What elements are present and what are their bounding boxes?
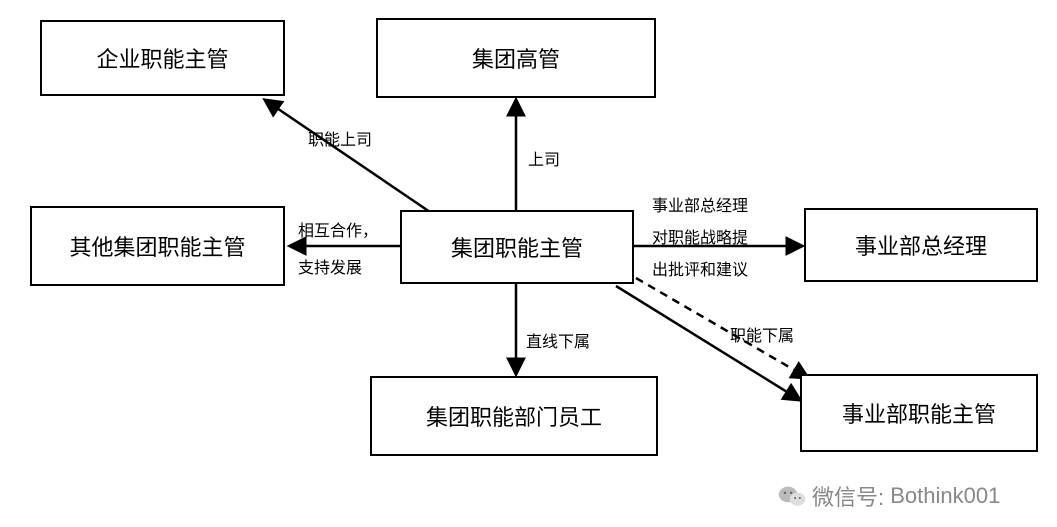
watermark: 微信号: Bothink001 xyxy=(778,480,1000,512)
edge-label-to-other-1: 相互合作， xyxy=(298,221,378,243)
edge-label-to-other-2: 支持发展 xyxy=(298,258,362,280)
node-group-func-staff: 集团职能部门员工 xyxy=(370,376,658,456)
node-label: 事业部职能主管 xyxy=(842,397,996,429)
node-label: 其他集团职能主管 xyxy=(69,230,245,262)
edge-label-to-bu-func: 职能下属 xyxy=(730,326,794,348)
node-label: 集团职能主管 xyxy=(451,231,583,263)
wechat-icon xyxy=(778,484,806,508)
watermark-prefix: 微信号: xyxy=(812,480,884,512)
node-enterprise-func-mgr: 企业职能主管 xyxy=(40,20,285,96)
edge-to-enterprise xyxy=(265,100,430,212)
edge-label-to-gm-1: 事业部总经理 xyxy=(652,196,748,218)
node-label: 企业职能主管 xyxy=(96,42,228,74)
node-label: 事业部总经理 xyxy=(855,229,987,261)
node-other-group-func-mgr: 其他集团职能主管 xyxy=(30,206,285,286)
watermark-id: Bothink001 xyxy=(890,483,1000,509)
node-group-func-mgr: 集团职能主管 xyxy=(400,210,634,284)
node-group-exec: 集团高管 xyxy=(376,18,656,98)
node-biz-unit-gm: 事业部总经理 xyxy=(804,208,1038,282)
node-label: 集团高管 xyxy=(472,42,560,74)
edge-label-to-exec: 上司 xyxy=(528,150,560,172)
edge-label-to-gm-3: 出批评和建议 xyxy=(652,260,748,282)
edge-label-to-staff: 直线下属 xyxy=(526,332,590,354)
edge-label-to-enterprise: 职能上司 xyxy=(308,130,372,152)
node-biz-unit-func-mgr: 事业部职能主管 xyxy=(800,374,1038,452)
node-label: 集团职能部门员工 xyxy=(426,400,602,432)
edge-label-to-gm-2: 对职能战略提 xyxy=(652,228,748,250)
